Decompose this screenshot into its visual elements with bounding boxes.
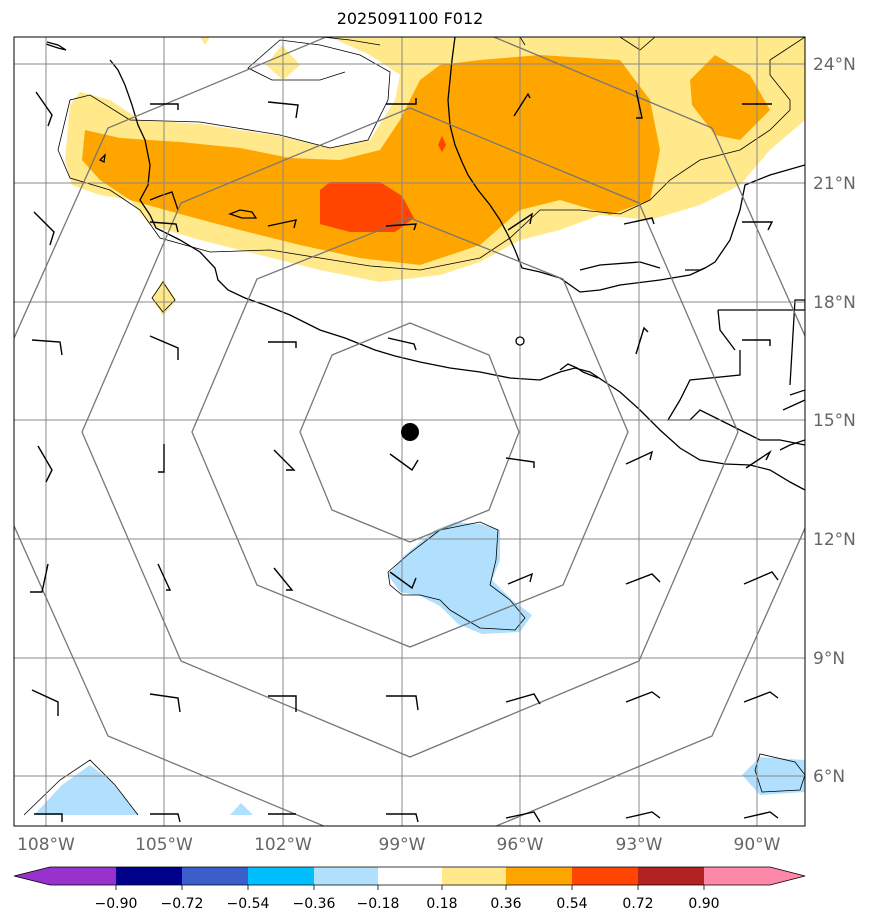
lat-label: 12°N [813, 530, 856, 550]
colorbar-tick-label: −0.90 [95, 896, 138, 912]
lat-label: 9°N [813, 649, 845, 669]
colorbar-tick-label: 0.54 [556, 896, 587, 912]
lon-label: 102°W [254, 835, 312, 855]
lon-label: 108°W [17, 835, 75, 855]
lat-label: 18°N [813, 293, 856, 313]
contour-lines [23, 37, 805, 816]
map-title: 2025091100 F012 [336, 9, 484, 28]
colorbar-tick-label: 0.18 [426, 896, 457, 912]
colorbar-tick-label: −0.54 [227, 896, 270, 912]
lon-label: 90°W [734, 835, 781, 855]
colorbar-tick-label: 0.90 [688, 896, 719, 912]
shading-light-blue-south [230, 803, 253, 815]
colorbar-cell [14, 867, 116, 885]
shading-light-blue-central [388, 522, 532, 634]
colorbar-cell [116, 867, 182, 885]
colorbar-cell [442, 867, 506, 885]
colorbar-tick-label: −0.72 [161, 896, 204, 912]
lon-label: 96°W [497, 835, 544, 855]
longitude-axis: 108°W 105°W 102°W 99°W 96°W 93°W 90°W [17, 835, 781, 855]
shading-red-orange-dot [438, 136, 446, 152]
range-rings [14, 37, 805, 826]
colorbar-tick-label: −0.36 [293, 896, 336, 912]
colorbar-cell [704, 867, 805, 885]
shading-light-blue-southwest [34, 765, 138, 815]
colorbar-cell [378, 867, 442, 885]
colorbar-cell [638, 867, 704, 885]
shading-orange-east [690, 55, 770, 140]
map-frame [13, 36, 806, 827]
colorbar-cell [248, 867, 314, 885]
storm-center-marker [401, 423, 419, 441]
lat-label: 24°N [813, 55, 856, 75]
latitude-axis: 24°N 21°N 18°N 15°N 12°N 9°N 6°N [813, 55, 856, 787]
colorbar-cell [314, 867, 378, 885]
colorbar-outline [13, 866, 806, 886]
lat-label: 15°N [813, 411, 856, 431]
colorbar: −0.90 −0.72 −0.54 −0.36 −0.18 0.18 0.36 … [13, 866, 806, 912]
wind-barbs [30, 89, 779, 823]
calm-wind-marker [515, 336, 525, 346]
lon-label: 93°W [616, 835, 663, 855]
colorbar-tick-label: −0.18 [357, 896, 400, 912]
map-plot-area [14, 37, 805, 826]
shading-red-orange [320, 182, 414, 232]
lat-label: 6°N [813, 767, 845, 787]
colorbar-cell [572, 867, 638, 885]
colorbar-tick-label: 0.72 [622, 896, 653, 912]
shading-light-yellow-topleft [200, 37, 210, 45]
lon-label: 105°W [135, 835, 193, 855]
graticule [14, 37, 805, 826]
lat-label: 21°N [813, 174, 856, 194]
shading-orange [82, 55, 660, 265]
colorbar-cell [506, 867, 572, 885]
lon-label: 99°W [379, 835, 426, 855]
colorbar-tick-label: 0.36 [490, 896, 521, 912]
colorbar-cell [182, 867, 248, 885]
